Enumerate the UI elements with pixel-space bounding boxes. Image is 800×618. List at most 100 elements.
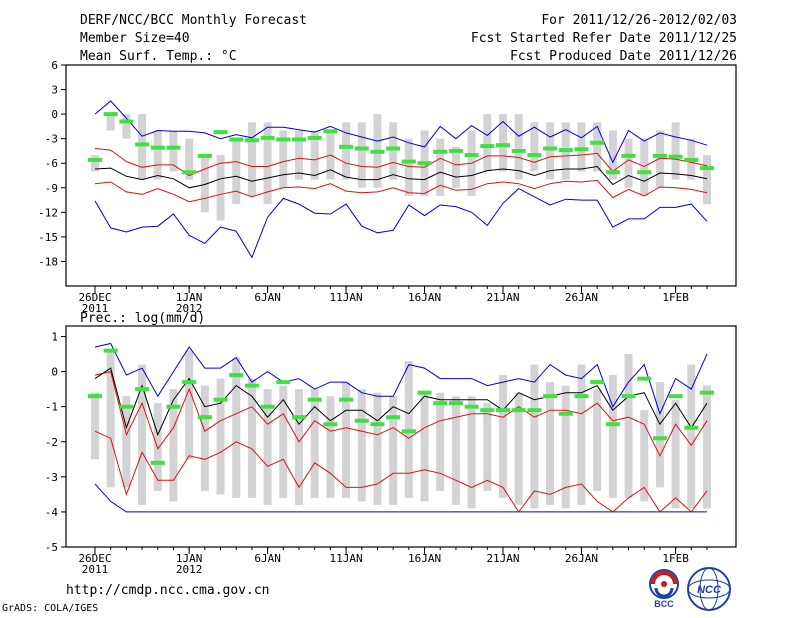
temp-panel-label: Mean Surf. Temp.: °C (80, 49, 237, 64)
median-marker (307, 135, 322, 140)
inner-low-line (94, 179, 708, 203)
source-url[interactable]: http://cmdp.ncc.cma.gov.cn (66, 583, 270, 598)
box-bar (624, 354, 633, 498)
y-tick-label: 0 (51, 366, 58, 379)
median-marker (150, 145, 165, 150)
box-bar (357, 122, 366, 188)
x-tick-label: 16JAN (408, 552, 441, 565)
ncc-logo-text: NCC (697, 584, 722, 596)
median-marker (637, 376, 652, 381)
median-marker (323, 422, 338, 427)
box-bar (247, 122, 256, 196)
box-bar (122, 114, 131, 139)
median-marker (543, 146, 558, 151)
median-marker (135, 387, 150, 392)
median-marker (292, 415, 306, 420)
inner-low-line (94, 430, 708, 513)
bcc-logo-icon: BCC (649, 569, 679, 609)
box-bar (216, 155, 225, 221)
box-bar (593, 122, 602, 172)
box-bar (436, 392, 445, 491)
mean-line (94, 165, 708, 189)
box-bar (483, 114, 492, 172)
median-marker (621, 394, 636, 399)
x-tick-label: 26DEC (78, 552, 111, 565)
box-bar (138, 114, 147, 180)
y-tick-label: 6 (51, 59, 58, 72)
box-bar (326, 396, 335, 498)
median-marker (166, 145, 181, 150)
y-tick-label: -2 (45, 436, 58, 449)
box-bar (357, 389, 366, 502)
box-bar (153, 130, 162, 180)
median-marker (103, 348, 118, 353)
median-marker (370, 422, 385, 427)
median-marker (464, 404, 479, 409)
box-bar (608, 375, 617, 498)
box-bar (389, 396, 398, 505)
box-bar (373, 392, 382, 505)
median-marker (213, 397, 228, 402)
median-marker (590, 140, 605, 145)
median-marker (339, 144, 354, 149)
median-marker (527, 153, 542, 158)
box-bar (389, 122, 398, 180)
median-marker (668, 394, 683, 399)
median-marker (684, 425, 699, 430)
mean-line (94, 367, 708, 437)
box-bar (232, 138, 241, 205)
median-marker (652, 153, 667, 158)
median-marker (339, 397, 354, 402)
median-marker (370, 149, 385, 154)
median-marker (213, 130, 228, 135)
ncc-logo-icon: NCC (687, 567, 731, 611)
y-tick-label: -1 (45, 401, 58, 414)
median-marker (119, 404, 134, 409)
median-marker (496, 408, 510, 413)
median-marker (260, 135, 275, 140)
box-bar (169, 389, 178, 502)
median-marker (229, 137, 244, 142)
box-bar (530, 122, 539, 172)
box-bar (342, 122, 351, 180)
median-marker (197, 415, 212, 420)
median-marker (135, 142, 150, 147)
box-bar (153, 403, 162, 491)
median-marker (244, 138, 259, 143)
box-bar (200, 385, 209, 491)
median-marker (464, 153, 479, 158)
y-tick-label: 0 (51, 108, 58, 121)
median-marker (605, 422, 620, 427)
median-marker (292, 137, 306, 142)
box-bar (451, 396, 460, 505)
box-bar (671, 399, 680, 509)
median-marker (354, 146, 369, 151)
x-tick-label: 26DEC (78, 291, 111, 304)
median-marker (307, 397, 322, 402)
x-tick-year: 2012 (176, 302, 203, 315)
y-tick-label: -5 (45, 541, 58, 554)
x-tick-label: 26JAN (565, 291, 598, 304)
x-tick-label: 26JAN (565, 552, 598, 565)
median-marker (182, 380, 197, 385)
median-marker (511, 408, 526, 413)
grads-credit: GrADS: COLA/IGES (2, 603, 99, 614)
median-marker (276, 380, 291, 385)
y-tick-label: -12 (38, 206, 58, 219)
x-tick-label: 1JAN (176, 552, 203, 565)
box-bar (624, 138, 633, 188)
median-marker (700, 390, 714, 395)
x-tick-label: 16JAN (408, 291, 441, 304)
inner-high-line (94, 371, 708, 457)
median-marker (182, 170, 197, 175)
median-marker (605, 170, 620, 175)
x-tick-label: 1JAN (176, 291, 203, 304)
box-bar (703, 385, 711, 509)
median-marker (558, 411, 573, 416)
box-bar (687, 364, 696, 509)
precip-panel-label: Prec.: log(mm/d) (80, 311, 205, 326)
box-bar (593, 389, 602, 491)
